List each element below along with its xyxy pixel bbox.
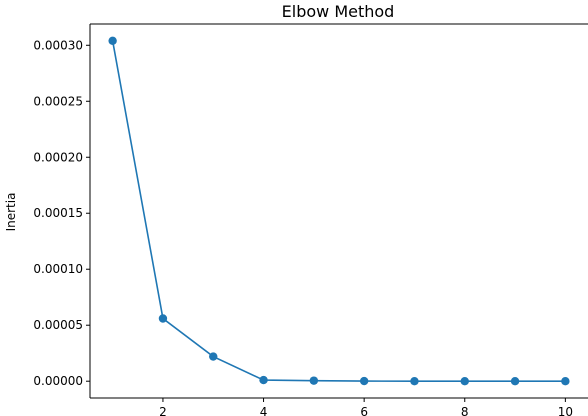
series-line (111, 40, 566, 383)
x-tick-label: 4 (260, 405, 268, 416)
y-tick-label: 0.00010 (33, 262, 83, 276)
plot-area: 0.00000 0.00005 0.00010 0.00015 0.00020 0.000… (33, 23, 588, 416)
x-tick-label: 2 (159, 405, 167, 416)
data-point (561, 377, 570, 386)
y-tick-label: 0.00025 (33, 94, 83, 108)
x-tick-label: 6 (360, 405, 368, 416)
x-tick-label: 8 (461, 405, 469, 416)
y-tick-label: 0.00000 (33, 374, 83, 388)
data-point (460, 377, 469, 386)
y-axis-label: Inertia (4, 193, 18, 232)
y-tick-label: 0.00020 (33, 150, 83, 164)
data-point (108, 36, 117, 45)
data-point (309, 376, 319, 385)
data-point (259, 375, 268, 385)
y-tick-label: 0.00015 (33, 206, 83, 220)
y-tick-label: 0.00005 (33, 318, 83, 332)
y-tick-label: 0.00030 (33, 38, 83, 52)
data-point (158, 314, 168, 323)
x-tick-label: 10 (558, 405, 573, 416)
data-point (209, 352, 218, 361)
data-point (510, 377, 520, 386)
data-point (359, 376, 369, 386)
chart-title: Elbow Method (282, 2, 395, 21)
data-point (410, 377, 419, 386)
